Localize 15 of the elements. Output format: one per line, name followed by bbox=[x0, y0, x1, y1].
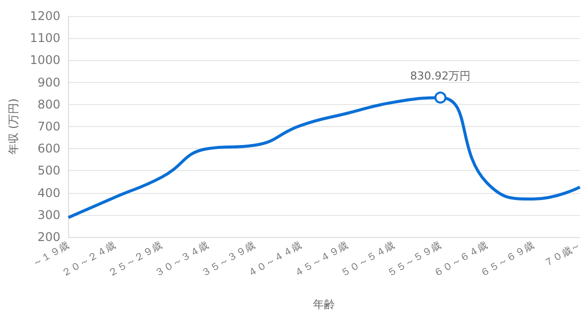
y-tick-label: 300 bbox=[38, 208, 60, 222]
y-tick-label: 800 bbox=[38, 97, 60, 112]
x-axis-title: 年齢 bbox=[313, 298, 336, 311]
y-tick-label: 1100 bbox=[30, 31, 60, 46]
data-label: 830.92万円 bbox=[410, 70, 471, 83]
y-tick-label: 200 bbox=[38, 230, 60, 244]
x-tick-label: ７０歳～ bbox=[542, 239, 583, 270]
y-tick-label: 1000 bbox=[30, 53, 60, 68]
y-tick-label: 400 bbox=[38, 186, 60, 200]
y-axis-title: 年収 (万円) bbox=[7, 98, 20, 155]
y-tick-label: 600 bbox=[38, 142, 60, 156]
y-tick-label: 1200 bbox=[30, 9, 60, 23]
y-tick-label: 500 bbox=[38, 164, 60, 178]
y-tick-label: 700 bbox=[38, 120, 60, 134]
y-tick-label: 900 bbox=[38, 75, 60, 90]
